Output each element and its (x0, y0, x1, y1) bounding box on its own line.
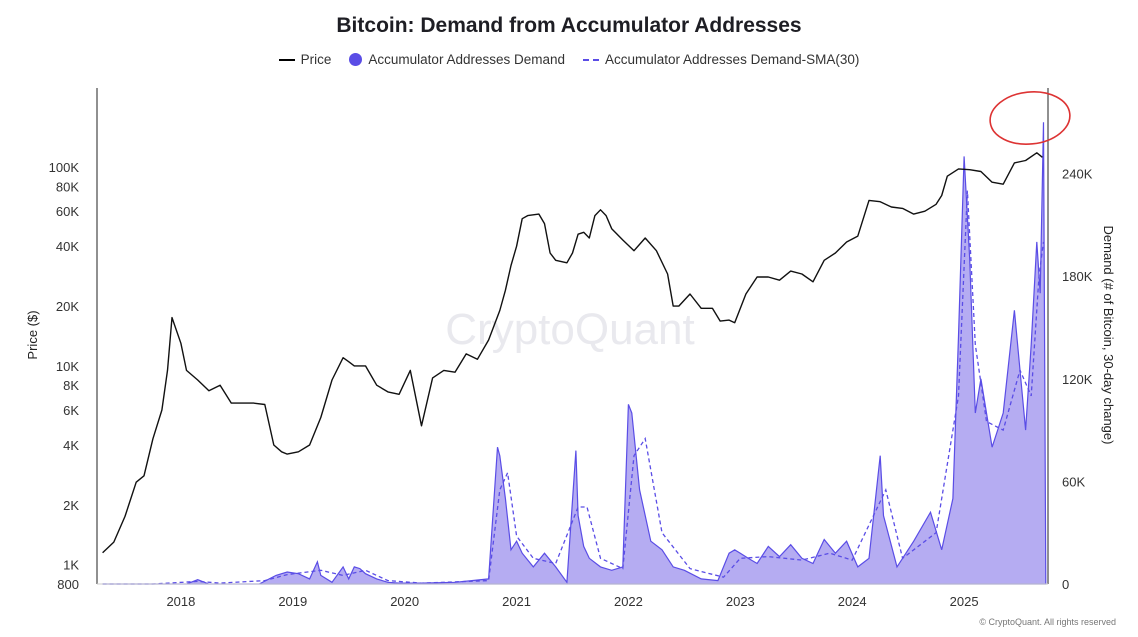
legend-label-demand: Accumulator Addresses Demand (368, 52, 565, 67)
y-tick-right: 180K (1062, 269, 1093, 284)
sma-line-layer (102, 190, 1045, 585)
y-tick-right: 240K (1062, 167, 1093, 182)
x-tick: 2024 (838, 594, 867, 609)
legend-swatch-demand (349, 53, 363, 66)
y-axis-label-right: Demand (# of Bitcoin, 30-day change) (1101, 226, 1116, 445)
y-tick-left: 60K (56, 204, 79, 219)
x-tick: 2020 (390, 594, 419, 609)
legend-label-sma: Accumulator Addresses Demand-SMA(30) (605, 52, 860, 67)
y-tick-left: 20K (56, 299, 79, 314)
credit-text: © CryptoQuant. All rights reserved (979, 617, 1116, 627)
legend-swatch-price (278, 58, 295, 61)
price-line (102, 152, 1043, 554)
y-tick-left: 6K (63, 403, 79, 418)
y-tick-left: 8K (63, 378, 79, 393)
y-tick-left: 80K (56, 179, 79, 194)
legend-item-sma[interactable]: Accumulator Addresses Demand-SMA(30) (583, 52, 859, 67)
y-tick-left: 4K (63, 438, 79, 453)
legend-item-demand[interactable]: Accumulator Addresses Demand (349, 52, 565, 67)
y-tick-left: 100K (49, 160, 80, 175)
y-tick-right: 120K (1062, 372, 1093, 387)
y-tick-left: 1K (63, 558, 79, 573)
y-axis-label-left: Price ($) (25, 310, 40, 359)
x-tick: 2019 (278, 594, 307, 609)
annotation-circle (989, 91, 1071, 145)
x-tick: 2018 (166, 594, 195, 609)
x-tick: 2021 (502, 594, 531, 609)
y-tick-left: 40K (56, 239, 79, 254)
tick-labels-layer: 800 1K 2K 4K 6K 8K 10K 20K 40K 60K 80K 100K 0 60K 120K… (49, 160, 1093, 609)
legend-swatch-sma (583, 58, 599, 61)
y-tick-right: 60K (1062, 474, 1085, 489)
chart-title: Bitcoin: Demand from Accumulator Address… (336, 14, 802, 37)
legend-label-price: Price (300, 52, 332, 67)
demand-area (102, 122, 1047, 585)
price-line-layer (102, 152, 1043, 554)
y-tick-left: 10K (56, 359, 79, 374)
x-tick: 2023 (726, 594, 755, 609)
x-tick: 2025 (950, 594, 979, 609)
y-tick-left: 2K (63, 498, 79, 513)
demand-area-layer (102, 122, 1047, 585)
x-tick: 2022 (614, 594, 643, 609)
legend: Price Accumulator Addresses Demand Accum… (0, 52, 1138, 67)
y-tick-right: 0 (1062, 577, 1069, 592)
axes-layer (96, 88, 1049, 585)
y-tick-left: 800 (57, 577, 79, 592)
legend-item-price[interactable]: Price (278, 52, 332, 67)
watermark: CryptoQuant (445, 305, 694, 354)
sma-line (102, 190, 1045, 585)
